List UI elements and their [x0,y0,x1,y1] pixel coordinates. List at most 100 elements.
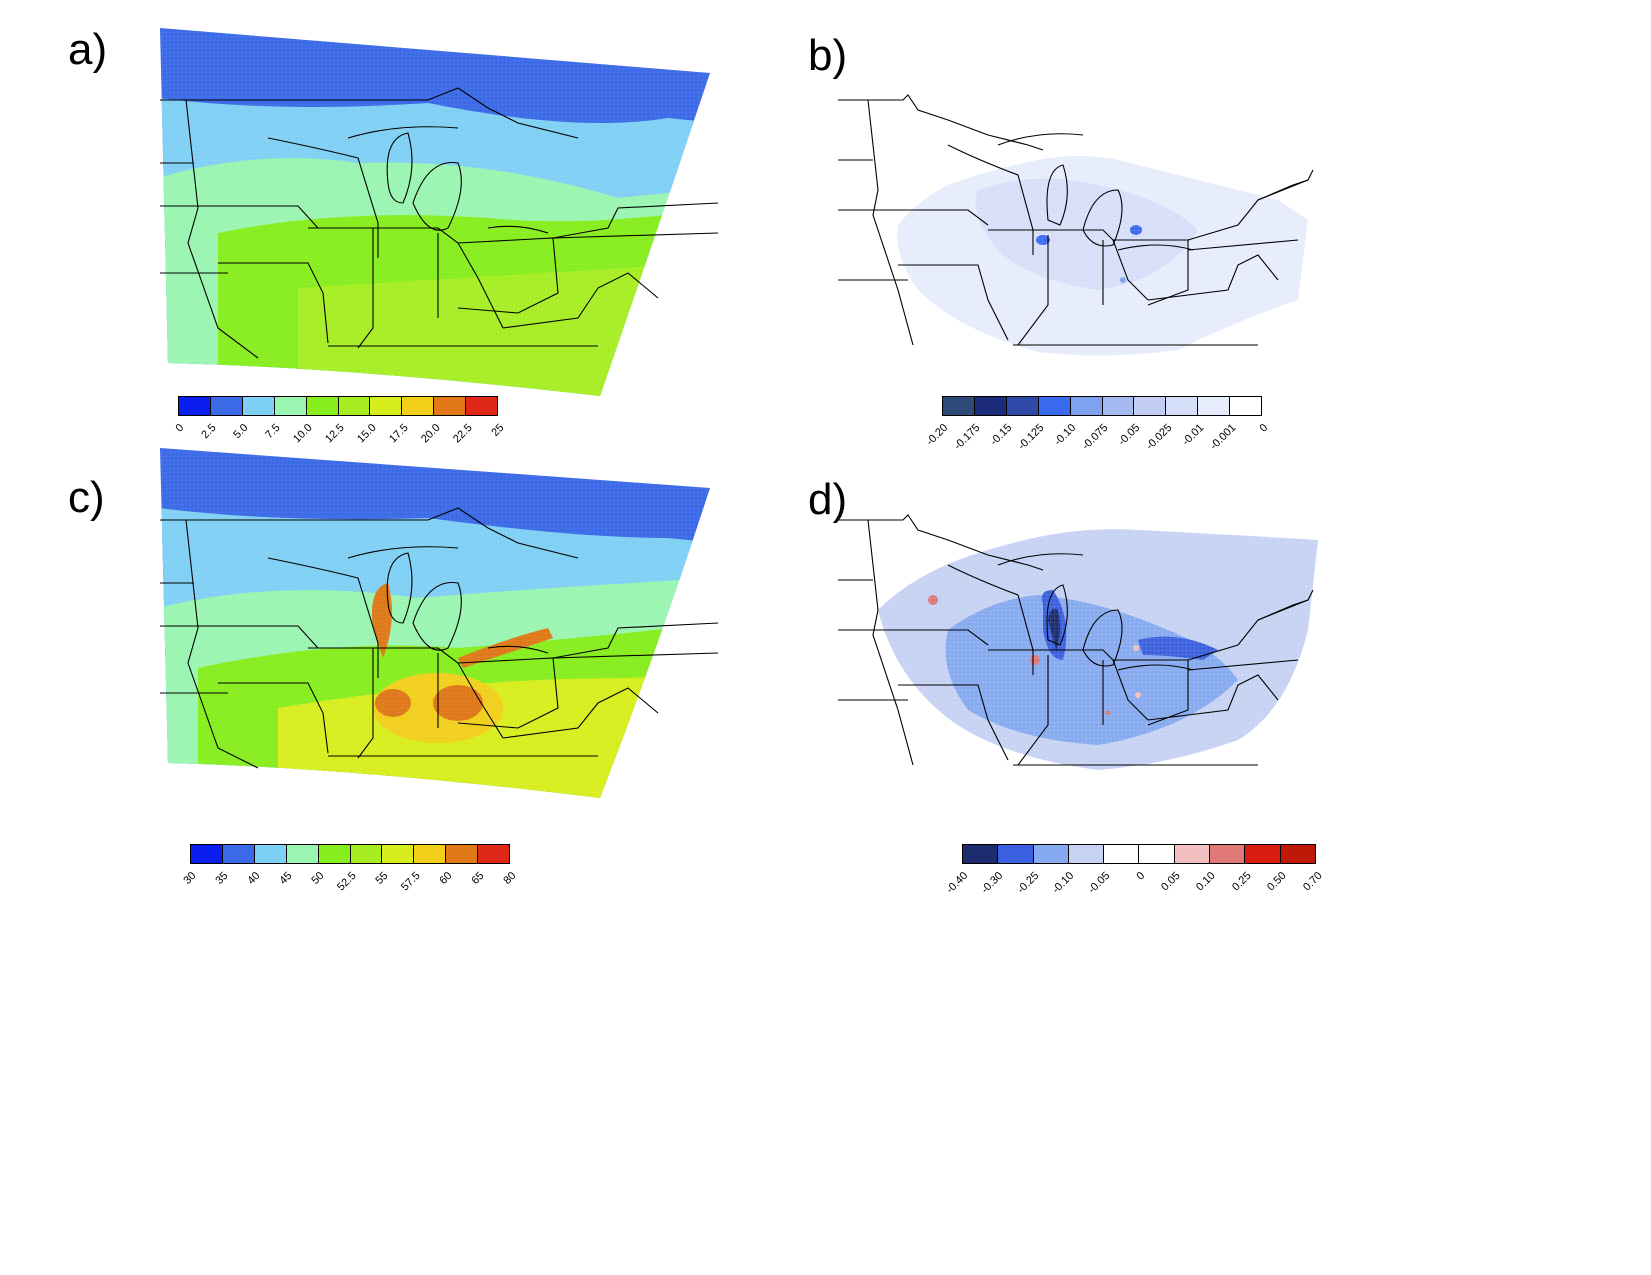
panel-d-colorbar-swatch [1173,845,1210,863]
panel-b-label: b) [808,31,848,80]
panel-d-colorbar-swatch [1032,845,1068,863]
panel-b-colorbar-tick: -0.20 [924,421,951,448]
panel-a-map [158,28,718,398]
panel-c-colorbar-swatch [349,845,382,863]
panel-c-colorbar-swatch [221,845,254,863]
panel-b-borders [838,94,1314,346]
panel-c-label: c) [68,473,105,522]
panel-c-colorbar-swatch [413,845,446,863]
panel-c-colorbar-swatch [317,845,350,863]
panel-d-map-svg [838,510,1338,800]
panel-b-colorbar-tick: -0.01 [1180,421,1207,448]
panel-d-colorbar-swatch [963,845,998,863]
panel-d-colorbar-swatch [1067,845,1104,863]
panel-d-colorbar-tick: -0.25 [1014,869,1042,896]
panel-a-colorbar-swatch [209,397,242,415]
panel-c-map [158,448,718,818]
panel-d-colorbar-tick: -0.05 [1085,869,1112,896]
panel-c-colorbar-tick: 30 [181,869,199,887]
panel-c-colorbar-tick: 57.5 [398,869,423,894]
panel-c-colorbar-tick: 55 [373,869,391,887]
panel-b-map-svg [838,90,1328,370]
panel-c-colorbar-tick: 52.5 [334,869,359,894]
panel-b-colorbar-tick: -0.125 [1015,421,1047,453]
panel-d-colorbar: -0.40 -0.30 -0.25 -0.10 -0.05 0 0.05 0.10 0.25 0.… [944,844,1324,896]
panel-a-colorbar-tick: 5.0 [230,421,251,442]
panel-b-colorbar-tick: -0.075 [1079,421,1111,453]
panel-b-colorbar-tick: -0.175 [951,421,983,453]
panel-a-colorbar-swatch [241,397,274,415]
panel-d-colorbar-swatch [1138,845,1174,863]
panel-b-colorbar-tick: 0 [1257,421,1271,435]
panel-b-colorbar-tick: -0.10 [1052,421,1079,448]
panel-d-colorbar-tick: -0.30 [979,869,1006,896]
panel-a-borders [160,87,718,359]
panel-b-colorbar-tick: -0.001 [1207,421,1239,453]
panel-b-colorbar-tick: -0.15 [988,421,1015,448]
panel-c-colorbar-swatch [253,845,286,863]
panel-a-map-svg [160,28,718,396]
panel-a-colorbar-tick: 22.5 [450,421,475,446]
panel-c-map-svg [160,448,718,798]
panel-d-colorbar-tick: -0.40 [944,869,971,896]
panel-a-colorbar-swatch [401,397,434,415]
panel-c-colorbar-tick: 60 [437,869,455,887]
panel-a-colorbar-tick: 7.5 [262,421,283,442]
panel-b-colorbar-swatch [1197,397,1230,415]
panel-c-colorbar-tick: 80 [501,869,519,887]
panel-a-colorbar-tick: 0 [173,421,187,435]
panel-a-colorbar-tick: 2.5 [198,421,219,442]
panel-c-borders [160,507,718,769]
panel-b-colorbar-tick: -0.05 [1116,421,1143,448]
panel-c-colorbar-swatch [285,845,318,863]
panel-d-colorbar-tick: 0.70 [1300,869,1325,894]
panel-c-colorbar-swatch [191,845,222,863]
panel-a-colorbar-swatch [337,397,370,415]
panel-c-colorbar-swatch [445,845,478,863]
panel-a-colorbar-tick: 15.0 [354,421,379,446]
panel-a-colorbar-swatch [465,397,498,415]
panel-a-colorbar-swatches [178,396,498,416]
panel-b-colorbar-tick: -0.025 [1143,421,1175,453]
panel-b-colorbar-swatches [942,396,1262,416]
panel-d-colorbar-tick: 0.50 [1265,869,1289,894]
panel-a-colorbar-tick: 20.0 [418,421,443,446]
panel-a-colorbar-swatch [369,397,402,415]
panel-b-colorbar-swatch [1101,397,1134,415]
panel-d-colorbar-swatch [997,845,1033,863]
panel-c-colorbar-swatch [381,845,414,863]
panel-c-colorbar-swatches [190,844,510,864]
panel-c-colorbar-tick: 45 [277,869,295,887]
panel-a-colorbar-swatch [179,397,210,415]
panel-c-colorbar-tick: 50 [309,869,327,887]
panel-d-colorbar-tick: 0.25 [1229,869,1254,894]
panel-b-map [838,90,1328,370]
panel-d-map [838,510,1338,800]
panel-b-colorbar-swatch [1069,397,1102,415]
panel-d-colorbar-swatch [1279,845,1315,863]
panel-b-colorbar-swatch [1133,397,1166,415]
panel-d-borders [838,514,1314,766]
panel-d-colorbar-swatches [962,844,1316,864]
panel-d-colorbar-tick: 0.05 [1159,869,1183,894]
panel-d-colorbar-tick: 0 [1134,869,1148,883]
panel-b-colorbar-swatch [973,397,1006,415]
panel-b-colorbar-swatch [943,397,974,415]
panel-b-colorbar: -0.20 -0.175 -0.15 -0.125 -0.10 -0.075 -0.05 -0… [924,396,1270,452]
panel-c-colorbar-tick: 65 [469,869,487,887]
panel-c-colorbar-tick: 35 [213,869,231,887]
panel-c-colorbar: 30 35 40 45 50 52.5 55 57.5 60 65 80 [181,844,518,893]
panel-c-colorbar-tick: 40 [245,869,263,887]
panel-a-colorbar-tick: 10.0 [290,421,315,446]
panel-b-colorbar-swatch [1229,397,1262,415]
panel-b-colorbar-swatch [1005,397,1038,415]
panel-a-colorbar-swatch [433,397,466,415]
panel-d-colorbar-tick: 0.10 [1194,869,1219,894]
panel-a-colorbar-tick: 25 [489,421,507,439]
panel-d-colorbar-swatch [1244,845,1280,863]
panel-a-colorbar-swatch [273,397,306,415]
panel-d-colorbar-tick: -0.10 [1050,869,1077,896]
panel-b-colorbar-swatch [1037,397,1070,415]
panel-d-colorbar-swatch [1103,845,1139,863]
panel-a-colorbar-tick: 17.5 [386,421,411,446]
